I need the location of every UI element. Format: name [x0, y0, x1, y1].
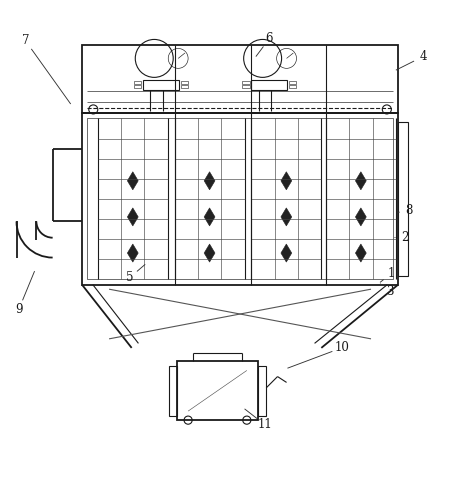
Polygon shape — [127, 172, 138, 190]
Polygon shape — [356, 244, 366, 262]
Text: 10: 10 — [334, 342, 349, 354]
Polygon shape — [127, 244, 138, 262]
Bar — [289, 81, 297, 84]
Polygon shape — [356, 172, 366, 190]
Bar — [242, 85, 250, 89]
Bar — [242, 81, 250, 84]
Bar — [258, 366, 266, 416]
Bar — [134, 85, 141, 89]
Bar — [169, 366, 177, 416]
Text: 6: 6 — [265, 32, 273, 45]
Bar — [143, 80, 179, 90]
Bar — [134, 81, 141, 84]
Polygon shape — [204, 244, 215, 262]
Bar — [181, 81, 188, 84]
Polygon shape — [204, 172, 215, 190]
Polygon shape — [127, 208, 138, 226]
Text: 5: 5 — [125, 272, 133, 285]
Bar — [251, 80, 288, 90]
Text: 7: 7 — [22, 34, 29, 47]
Bar — [82, 46, 398, 113]
Bar — [181, 85, 188, 89]
Text: 4: 4 — [419, 50, 427, 63]
Text: 1: 1 — [388, 267, 395, 280]
Bar — [82, 113, 398, 285]
Text: 11: 11 — [257, 418, 272, 431]
Text: 8: 8 — [406, 204, 413, 217]
Polygon shape — [281, 208, 292, 226]
Bar — [289, 85, 297, 89]
Text: 9: 9 — [15, 303, 23, 316]
Polygon shape — [281, 244, 292, 262]
Polygon shape — [204, 208, 215, 226]
Text: 2: 2 — [401, 231, 409, 244]
Polygon shape — [356, 208, 366, 226]
Bar — [177, 362, 258, 420]
Bar — [87, 118, 393, 279]
Polygon shape — [281, 172, 292, 190]
Text: 3: 3 — [386, 285, 394, 298]
Bar — [398, 122, 408, 275]
